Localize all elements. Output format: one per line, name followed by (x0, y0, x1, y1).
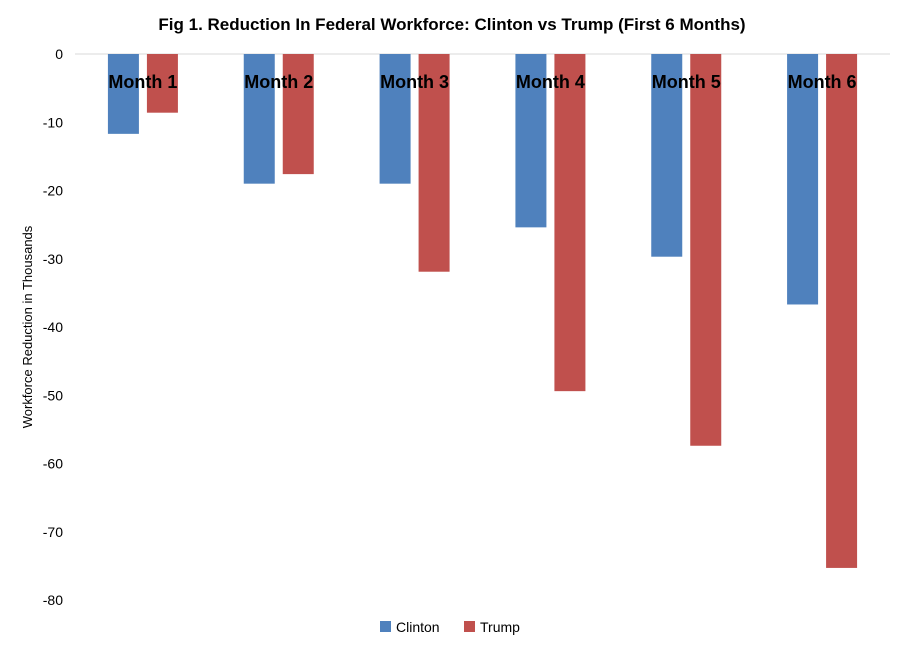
category-label: Month 3 (380, 72, 449, 92)
category-label: Month 5 (652, 72, 721, 92)
bar-clinton-2 (243, 54, 275, 184)
bar-trump-6 (826, 54, 858, 568)
category-label: Month 4 (516, 72, 585, 92)
legend-label-clinton: Clinton (396, 619, 440, 635)
y-tick-label: -60 (43, 456, 63, 472)
chart-title: Fig 1. Reduction In Federal Workforce: C… (158, 15, 745, 34)
y-tick-label: -40 (43, 319, 63, 335)
y-tick-label: -50 (43, 387, 63, 403)
bar-trump-4 (554, 54, 586, 392)
bar-trump-3 (418, 54, 450, 272)
y-tick-label: -70 (43, 524, 63, 540)
bar-clinton-4 (515, 54, 547, 228)
y-tick-label: -30 (43, 251, 63, 267)
bar-trump-5 (690, 54, 722, 446)
y-tick-label: -80 (43, 592, 63, 608)
bar-clinton-3 (379, 54, 411, 184)
legend: Clinton Trump (380, 619, 520, 635)
category-label: Month 2 (244, 72, 313, 92)
bar-clinton-5 (651, 54, 683, 257)
legend-swatch-clinton (380, 621, 391, 632)
legend-swatch-trump (464, 621, 475, 632)
bar-clinton-6 (787, 54, 819, 305)
bar-trump-1 (146, 54, 178, 113)
bar-clinton-1 (107, 54, 139, 134)
category-label: Month 6 (788, 72, 857, 92)
y-tick-label: -20 (43, 183, 63, 199)
plot-area: 0 -10 -20 -30 -40 -50 -60 -70 -80 Month 1 Month 2 M… (43, 46, 890, 608)
y-axis-title: Workforce Reduction in Thousands (20, 225, 35, 428)
legend-label-trump: Trump (480, 619, 520, 635)
y-tick-label: 0 (55, 46, 63, 62)
bar-trump-2 (282, 54, 314, 175)
y-tick-label: -10 (43, 114, 63, 130)
category-label: Month 1 (108, 72, 177, 92)
